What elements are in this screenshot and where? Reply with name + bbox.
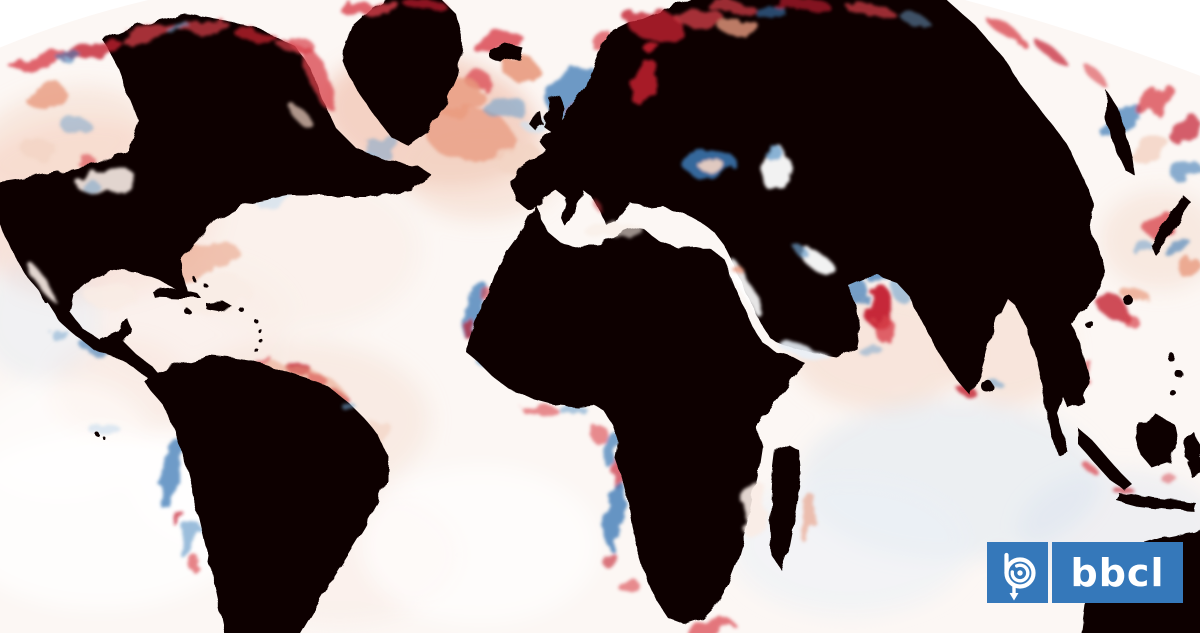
landmass-hispaniola: [206, 301, 233, 311]
landmass-iceland: [490, 43, 522, 63]
landmass-south-america: [143, 356, 388, 633]
landmass-galapagos: [101, 435, 105, 439]
landmass-new-guinea: [1188, 456, 1200, 478]
map-edge-top-right: [964, 0, 1200, 76]
landmass-caribbean-islands: [259, 339, 263, 343]
landmass-hainan: [1086, 321, 1094, 329]
landmass-kamchatka: [1105, 90, 1135, 176]
projection-edge-mask: [0, 0, 1200, 76]
landmass-java: [1116, 492, 1196, 511]
landmass-sri-lanka: [981, 380, 993, 392]
landmass-galapagos: [95, 432, 99, 436]
landmass-caribbean-islands: [184, 308, 190, 314]
landmass-ireland: [529, 113, 544, 131]
landmass-eurasia: [511, 0, 1106, 456]
landmass-caribbean-islands: [256, 350, 260, 354]
landmass-philippines: [1168, 354, 1176, 362]
landmass-philippines: [1176, 371, 1184, 379]
landmass-cuba: [152, 288, 201, 298]
landmass-borneo: [1136, 416, 1178, 468]
landmass-caribbean-islands: [253, 318, 257, 322]
logo-text: bbcl: [1070, 550, 1165, 595]
landmass-caribbean-islands: [257, 328, 261, 332]
landmass-africa: [466, 205, 806, 624]
landmass-caribbean-islands: [240, 308, 246, 314]
landmass-caribbean-islands: [203, 283, 207, 287]
logo-icon-glyph: [1004, 552, 1036, 601]
bbcl-wordmark-box: bbcl: [1052, 542, 1183, 603]
landmass-philippines: [1169, 389, 1175, 395]
landmass-caribbean-islands: [193, 278, 197, 282]
landmass-madagascar: [770, 444, 801, 570]
landmass-japan: [1150, 196, 1191, 254]
landmass-aleutians: [0, 197, 88, 220]
landmass-sumatra: [1078, 428, 1132, 490]
bbcl-logo: bbcl: [987, 542, 1183, 603]
landmass-taiwan: [1123, 295, 1133, 305]
biobiochile-b-pin-icon: [987, 542, 1048, 603]
inland-seas-and-coast-anomalies: [10, 0, 1110, 540]
landmass-greenland: [340, 0, 463, 146]
map-edge-top-left: [0, 0, 149, 48]
